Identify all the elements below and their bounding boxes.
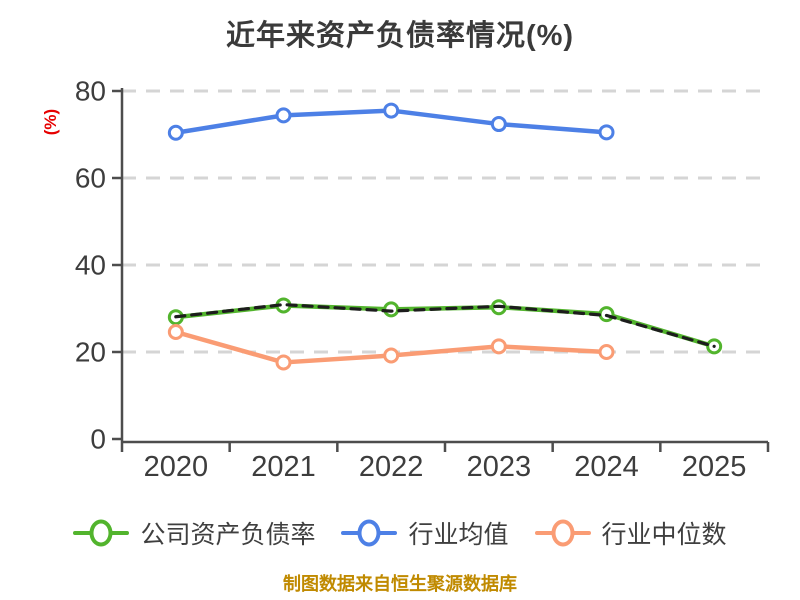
series-line-1 [174,302,716,348]
series-marker-2 [490,116,507,133]
x-tick-label: 2024 [574,451,639,483]
legend-item-0[interactable]: 公司资产负债率 [73,515,315,551]
series-marker-2 [598,124,615,141]
legend-line-marker-icon [73,519,130,547]
series-marker-2 [167,124,184,141]
chart-footer-source: 制图数据来自恒生聚源数据库 [283,574,517,594]
y-tick-label: 60 [75,163,106,194]
x-tick-label: 2020 [144,451,209,483]
y-tick-label: 80 [75,76,106,107]
x-tick-label: 2025 [682,451,747,483]
x-tick-label: 2023 [467,451,532,483]
y-tick-label: 0 [90,424,106,455]
x-tick-label: 2021 [251,451,316,483]
chart-legend: 公司资产负债率 行业均值 行业中位数 [0,515,800,551]
legend-label: 行业均值 [408,521,509,549]
legend-label: 公司资产负债率 [140,521,316,549]
y-tick-label: 40 [75,250,106,281]
series-marker-3 [275,354,292,371]
series-marker-2 [383,102,400,119]
series-marker-3 [598,344,615,360]
line-chart-canvas: 0 20 40 60 80 2020 2021 2022 2023 2024 2025 [75,76,770,483]
x-tick-label: 2022 [359,451,424,483]
series-marker-2 [275,107,292,124]
series-marker-3 [490,338,507,355]
legend-line-marker-icon [341,519,398,547]
legend-label: 行业中位数 [601,521,727,549]
legend-item-2[interactable]: 行业中位数 [534,515,727,551]
legend-item-1[interactable]: 行业均值 [341,515,509,551]
series-marker-3 [167,323,184,340]
chart-title: 近年来资产负债率情况(%) [225,20,575,52]
series-line-0 [173,303,717,349]
y-tick-label: 20 [75,337,106,368]
series-marker-3 [383,347,400,364]
legend-line-marker-icon [534,519,591,547]
